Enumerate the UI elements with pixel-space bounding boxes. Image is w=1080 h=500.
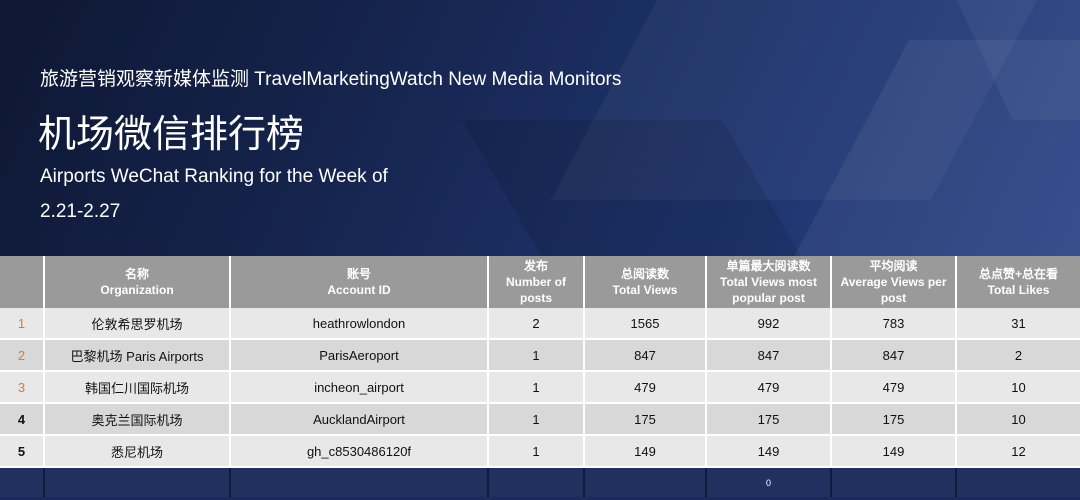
account-cell: ParisAeroport [230,339,489,372]
page-title: 机场微信排行榜 [38,112,305,156]
ranking-table: 名称 Organization 账号 Account ID 发布 Number of … [0,256,1080,497]
rank-cell: 2 [0,339,45,372]
col-header-rank [0,256,45,308]
table-row: 1 伦敦希思罗机场 heathrowlondon 2 1565 992 783 31 [0,308,1080,340]
avg-views-cell: 847 [831,339,957,372]
posts-cell: 1 [488,339,585,372]
posts-cell: 1 [488,435,585,468]
date-range: 2.21-2.27 [40,201,121,222]
org-cell: 奥克兰国际机场 [44,403,231,436]
page-title-english: Airports WeChat Ranking for the Week of [40,166,388,187]
views-cell: 149 [584,435,707,468]
org-cell: 悉尼机场 [44,435,231,468]
max-views-cell: 479 [706,371,832,404]
col-header-account-id: 账号 Account ID [230,256,489,308]
table-footer-row: 0 [0,467,1080,497]
org-cell: 巴黎机场 Paris Airports [44,339,231,372]
avg-views-cell: 479 [831,371,957,404]
table-row: 2 巴黎机场 Paris Airports ParisAeroport 1 847 847… [0,339,1080,372]
account-cell: heathrowlondon [230,308,489,340]
col-header-max-views: 单篇最大阅读数 Total Views most popular post [706,256,832,308]
rank-cell: 3 [0,371,45,404]
views-cell: 1565 [584,308,707,340]
table-row: 3 韩国仁川国际机场 incheon_airport 1 479 479 479 10 [0,371,1080,404]
footer-note: 0 [706,467,832,497]
rank-cell: 1 [0,308,45,340]
views-cell: 847 [584,339,707,372]
rank-cell: 5 [0,435,45,468]
likes-cell: 10 [956,403,1080,436]
col-header-organization: 名称 Organization [44,256,231,308]
max-views-cell: 149 [706,435,832,468]
header-banner: 旅游营销观察新媒体监测 TravelMarketingWatch New Med… [0,0,1080,256]
avg-views-cell: 149 [831,435,957,468]
posts-cell: 2 [488,308,585,340]
org-cell: 伦敦希思罗机场 [44,308,231,340]
table-row: 5 悉尼机场 gh_c8530486120f 1 149 149 149 12 [0,435,1080,468]
col-header-average-views: 平均阅读 Average Views per post [831,256,957,308]
col-header-posts: 发布 Number of posts [488,256,585,308]
posts-cell: 1 [488,403,585,436]
max-views-cell: 847 [706,339,832,372]
views-cell: 175 [584,403,707,436]
likes-cell: 12 [956,435,1080,468]
max-views-cell: 992 [706,308,832,340]
account-cell: incheon_airport [230,371,489,404]
table-row: 4 奥克兰国际机场 AucklandAirport 1 175 175 175 10 [0,403,1080,436]
likes-cell: 2 [956,339,1080,372]
col-header-total-views: 总阅读数 Total Views [584,256,707,308]
account-cell: gh_c8530486120f [230,435,489,468]
table-header-row: 名称 Organization 账号 Account ID 发布 Number of … [0,256,1080,308]
org-cell: 韩国仁川国际机场 [44,371,231,404]
account-cell: AucklandAirport [230,403,489,436]
likes-cell: 31 [956,308,1080,340]
max-views-cell: 175 [706,403,832,436]
avg-views-cell: 175 [831,403,957,436]
avg-views-cell: 783 [831,308,957,340]
banner-subtitle: 旅游营销观察新媒体监测 TravelMarketingWatch New Med… [40,69,622,90]
likes-cell: 10 [956,371,1080,404]
col-header-total-likes: 总点赞+总在看 Total Likes [956,256,1080,308]
rank-cell: 4 [0,403,45,436]
posts-cell: 1 [488,371,585,404]
views-cell: 479 [584,371,707,404]
